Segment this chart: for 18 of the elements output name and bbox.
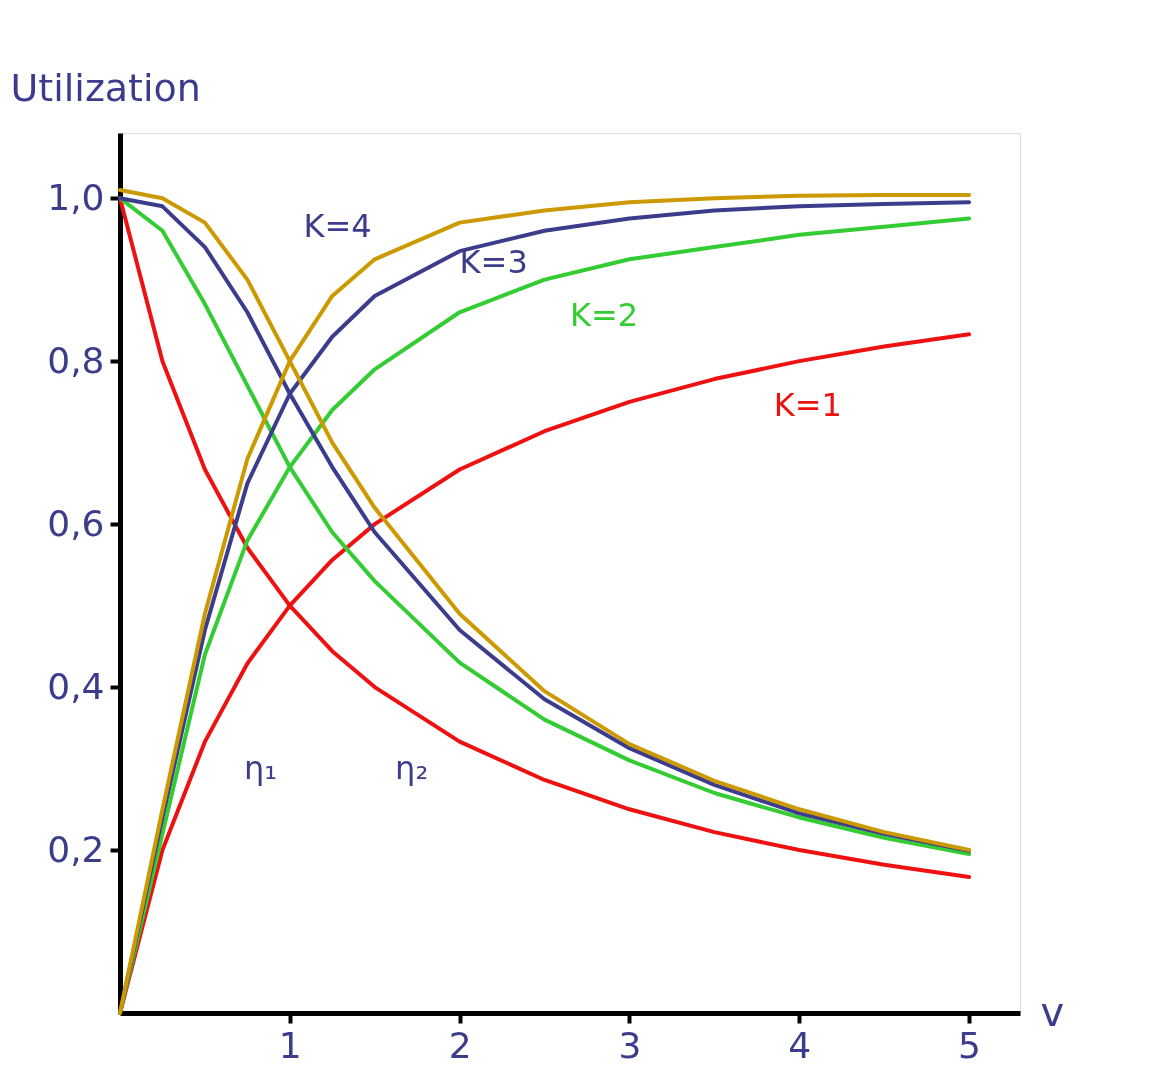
annotation: K=1 (773, 385, 842, 424)
y-tick-label: 0,6 (47, 502, 105, 544)
x-axis-title: v (1040, 988, 1065, 1035)
y-axis-title: Utilization (10, 65, 201, 110)
x-tick-label: 2 (448, 1024, 472, 1066)
annotation: η₂ (395, 748, 429, 787)
y-tick-label: 0,8 (47, 339, 105, 381)
x-tick-label: 4 (788, 1024, 812, 1066)
x-tick-label: 5 (958, 1024, 982, 1066)
x-tick-label: 1 (278, 1024, 302, 1066)
annotation: η₁ (243, 748, 278, 787)
annotation: K=2 (570, 296, 639, 335)
annotation: K=3 (459, 243, 528, 282)
x-tick-label: 3 (618, 1024, 642, 1066)
annotation: K=4 (303, 206, 372, 245)
y-tick-label: 0,4 (47, 665, 105, 707)
y-tick-label: 1,0 (47, 176, 105, 218)
y-tick-label: 0,2 (47, 828, 105, 870)
